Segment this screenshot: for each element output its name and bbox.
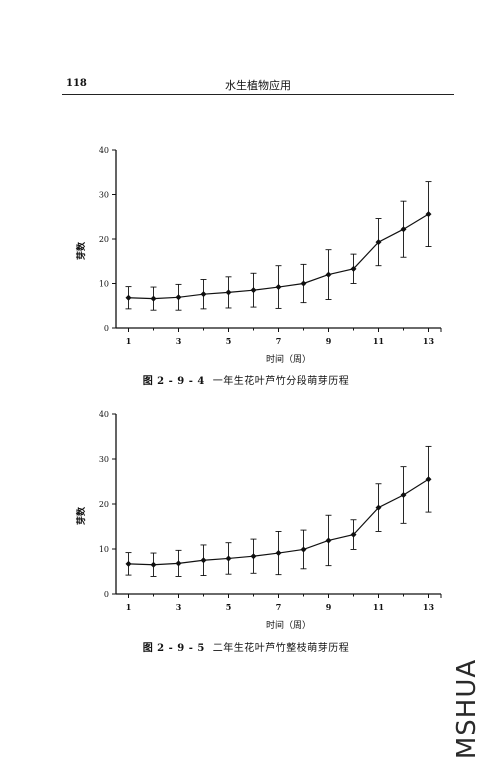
data-point bbox=[175, 560, 182, 567]
data-point bbox=[375, 239, 382, 246]
data-point bbox=[300, 546, 307, 553]
x-tick-label: 1 bbox=[126, 336, 132, 346]
data-point bbox=[150, 295, 157, 302]
x-tick-label: 7 bbox=[276, 602, 282, 612]
x-tick-label: 1 bbox=[126, 602, 132, 612]
y-tick-label: 30 bbox=[99, 191, 109, 200]
data-point bbox=[375, 504, 382, 511]
data-point bbox=[200, 557, 207, 564]
data-point bbox=[175, 294, 182, 301]
figure-2-number: 图 2 - 9 - 5 bbox=[142, 643, 205, 654]
x-tick-label: 13 bbox=[423, 336, 435, 346]
page-number: 118 bbox=[66, 78, 87, 89]
data-point bbox=[325, 271, 332, 278]
header-rule bbox=[62, 94, 454, 95]
figure-1-caption: 图 2 - 9 - 4 一年生花叶芦竹分段萌芽历程 bbox=[0, 372, 492, 387]
x-tick-label: 3 bbox=[176, 602, 182, 612]
y-tick-label: 40 bbox=[99, 146, 109, 155]
data-point bbox=[350, 531, 357, 538]
x-tick-label: 7 bbox=[276, 336, 282, 346]
data-point bbox=[225, 555, 232, 562]
y-tick-label: 30 bbox=[99, 455, 109, 464]
running-title: 水生植物应用 bbox=[225, 79, 291, 92]
data-point bbox=[275, 284, 282, 291]
x-tick-label: 13 bbox=[423, 602, 435, 612]
x-tick-label: 11 bbox=[373, 336, 384, 346]
x-axis-label: 时间（周） bbox=[266, 353, 311, 365]
y-tick-label: 0 bbox=[104, 590, 109, 599]
data-point bbox=[250, 553, 257, 560]
x-tick-label: 3 bbox=[176, 336, 182, 346]
y-axis-label: 芽数 bbox=[75, 241, 87, 260]
y-tick-label: 20 bbox=[99, 500, 109, 509]
data-point bbox=[400, 492, 407, 498]
data-point bbox=[425, 211, 432, 218]
y-tick-label: 0 bbox=[104, 324, 109, 333]
data-point bbox=[125, 294, 132, 301]
data-point bbox=[425, 476, 432, 483]
data-point bbox=[300, 280, 307, 287]
figure-2-caption: 图 2 - 9 - 5 二年生花叶芦竹整枝萌芽历程 bbox=[0, 639, 492, 654]
x-tick-label: 9 bbox=[326, 602, 332, 612]
data-point bbox=[325, 537, 332, 544]
x-tick-label: 5 bbox=[226, 336, 232, 346]
data-point bbox=[125, 560, 132, 567]
y-axis-label: 芽数 bbox=[75, 506, 87, 525]
x-axis-label: 时间（周） bbox=[266, 619, 311, 631]
figure-2-title: 二年生花叶芦竹整枝萌芽历程 bbox=[212, 643, 350, 654]
y-tick-label: 10 bbox=[99, 545, 109, 554]
running-header: 118 水生植物应用 bbox=[66, 78, 450, 94]
data-point bbox=[275, 550, 282, 557]
data-point bbox=[150, 561, 157, 568]
x-tick-label: 9 bbox=[326, 336, 332, 346]
y-tick-label: 40 bbox=[99, 410, 109, 419]
figure-1-number: 图 2 - 9 - 4 bbox=[142, 376, 205, 387]
x-tick-label: 5 bbox=[226, 602, 232, 612]
x-tick-label: 11 bbox=[373, 602, 384, 612]
watermark: MSHUA bbox=[452, 655, 482, 763]
watermark-text: MSHUA bbox=[452, 658, 482, 760]
y-tick-label: 10 bbox=[99, 280, 109, 289]
data-point bbox=[250, 287, 257, 294]
figure-1-title: 一年生花叶芦竹分段萌芽历程 bbox=[212, 376, 350, 387]
data-point bbox=[350, 265, 357, 272]
data-point bbox=[200, 291, 207, 298]
y-tick-label: 20 bbox=[99, 235, 109, 244]
data-point bbox=[400, 226, 407, 233]
data-point bbox=[225, 289, 232, 296]
